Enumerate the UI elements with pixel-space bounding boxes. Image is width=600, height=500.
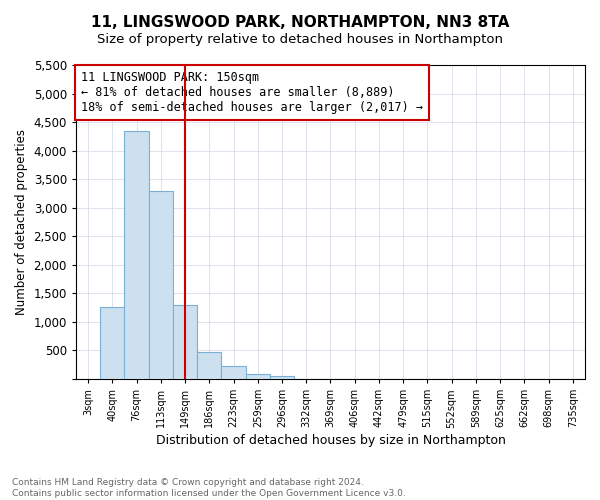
X-axis label: Distribution of detached houses by size in Northampton: Distribution of detached houses by size …: [155, 434, 505, 448]
Text: Size of property relative to detached houses in Northampton: Size of property relative to detached ho…: [97, 32, 503, 46]
Text: 11, LINGSWOOD PARK, NORTHAMPTON, NN3 8TA: 11, LINGSWOOD PARK, NORTHAMPTON, NN3 8TA: [91, 15, 509, 30]
Bar: [245, 374, 270, 379]
Bar: [197, 352, 221, 379]
Y-axis label: Number of detached properties: Number of detached properties: [15, 129, 28, 315]
Bar: [149, 190, 173, 379]
Bar: [124, 130, 149, 379]
Bar: [173, 306, 197, 379]
Text: 11 LINGSWOOD PARK: 150sqm
← 81% of detached houses are smaller (8,889)
18% of se: 11 LINGSWOOD PARK: 150sqm ← 81% of detac…: [81, 72, 423, 114]
Bar: [100, 306, 124, 379]
Bar: [270, 376, 294, 379]
Bar: [221, 366, 245, 379]
Text: Contains HM Land Registry data © Crown copyright and database right 2024.
Contai: Contains HM Land Registry data © Crown c…: [12, 478, 406, 498]
